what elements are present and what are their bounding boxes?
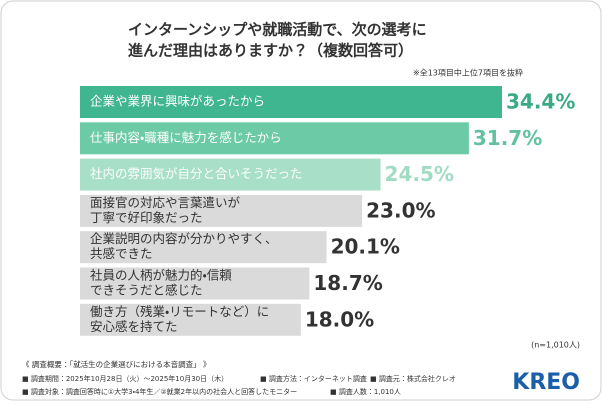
category-label: 企業や業界に興味があったから xyxy=(90,94,265,109)
category-label: 企業説明の内容が分かりやすく、 xyxy=(90,231,278,246)
note: ※全13項目中上位7項目を抜粋 xyxy=(413,68,523,78)
category-label: 安心感を持てた xyxy=(90,319,178,334)
footer-text: ■ 調査人数：1,010人 xyxy=(330,387,401,396)
footer-text: ■ 調査対象：調査回答時に①大学3・4年生／②就業2年以内の社会人と回答したモニ… xyxy=(22,387,297,396)
sample-size: (n=1,010人) xyxy=(531,341,580,350)
category-label: 仕事内容・職種に魅力を感じたから xyxy=(90,130,282,145)
category-label: 丁寧で好印象だった xyxy=(90,210,203,225)
footer-text: ■ 調査元：株式会社クレオ xyxy=(370,374,456,383)
category-label: 共感できた xyxy=(90,246,153,261)
value-label: 23.0% xyxy=(366,198,435,222)
category-label: 働き方（残業・リモートなど）に xyxy=(90,304,269,319)
value-label: 18.0% xyxy=(305,307,374,331)
value-label: 31.7% xyxy=(473,126,542,150)
value-label: 20.1% xyxy=(331,235,400,259)
logo: KREO xyxy=(512,370,580,395)
category-label: できそうだと感じた xyxy=(90,283,203,298)
bar xyxy=(80,303,301,336)
bar xyxy=(80,122,469,155)
footer-heading: 《 調査概要：「就活生の企業選びにおける本音調査」 》 xyxy=(22,359,211,369)
category-label: 面接官の対応や言葉遣いが xyxy=(90,195,241,210)
category-label: 社員の人柄が魅力的・信頼 xyxy=(90,268,232,283)
category-label: 社内の雰囲気が自分と合いそうだった xyxy=(90,166,303,181)
bar xyxy=(80,194,363,227)
chart-title: インターンシップや就職活動で、次の選考に xyxy=(128,21,427,39)
bar xyxy=(80,231,327,264)
footer-text: ■ 調査方法：インターネット調査 xyxy=(260,374,367,383)
value-label: 24.5% xyxy=(385,162,454,186)
value-label: 34.4% xyxy=(506,90,575,114)
value-label: 18.7% xyxy=(313,271,382,295)
bar xyxy=(80,158,381,191)
chart-title: 進んだ理由はありますか？（複数回答可） xyxy=(128,42,413,60)
bar xyxy=(80,86,502,118)
bar xyxy=(80,267,310,300)
footer-text: ■ 調査期間：2025年10月28日（火）〜2025年10月30日（木） xyxy=(22,374,228,383)
